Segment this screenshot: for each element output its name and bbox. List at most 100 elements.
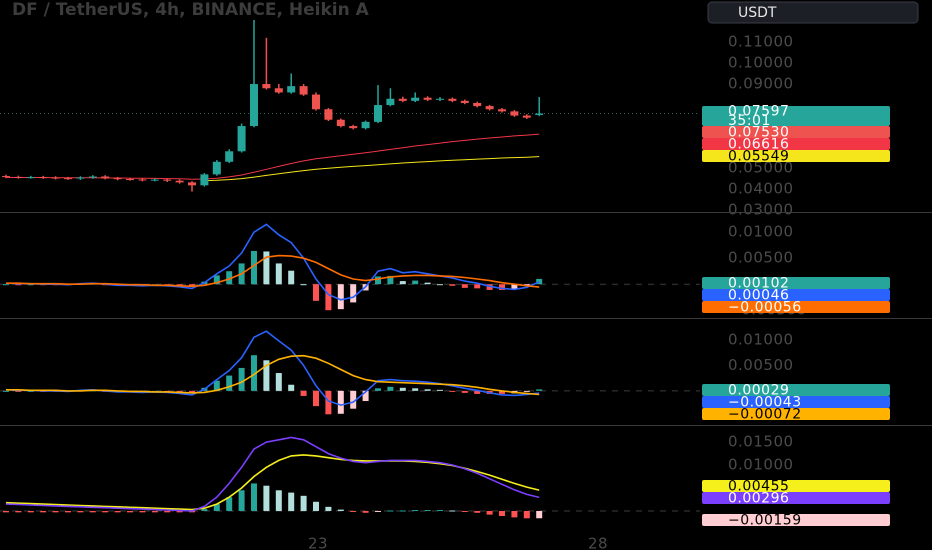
histogram-bar <box>226 497 233 511</box>
histogram-bar <box>263 251 270 285</box>
histogram-bar <box>263 485 270 511</box>
candle-body <box>175 180 184 183</box>
histogram-last-label: 0.00102 <box>728 276 789 292</box>
y-tick-label: 0.11000 <box>728 33 794 51</box>
line-last-label-bg <box>702 408 890 420</box>
candle-body <box>510 111 519 116</box>
histogram-bar <box>15 510 22 513</box>
histogram-bar <box>399 510 406 512</box>
histogram-bar <box>536 278 543 285</box>
candle-body <box>274 88 283 93</box>
histogram-bar <box>238 490 245 511</box>
ma-last-label: 0.05549 <box>728 149 789 165</box>
candle-body <box>88 176 97 178</box>
histogram-bar <box>412 388 419 391</box>
candle-body <box>324 109 333 120</box>
histogram-bar <box>437 389 443 391</box>
histogram-bar <box>362 390 369 402</box>
histogram-bar <box>40 510 47 513</box>
candle-body <box>39 177 48 179</box>
histogram-bar <box>164 510 171 513</box>
ma-last-label: 0.06616 <box>728 137 789 153</box>
histogram-bar <box>288 492 295 511</box>
candle-body <box>436 98 444 100</box>
histogram-bar <box>288 384 295 391</box>
histogram-bar <box>275 373 282 391</box>
line-last-label-bg <box>702 480 890 492</box>
histogram-bar <box>449 390 456 392</box>
candle-body <box>150 179 159 181</box>
histogram-bar <box>350 390 357 409</box>
histogram-bar <box>437 284 443 286</box>
histogram-bar <box>474 284 481 289</box>
candle-body <box>138 179 147 181</box>
x-tick-label: 28 <box>588 535 608 550</box>
candle-body <box>485 106 494 110</box>
histogram-bar <box>127 510 133 513</box>
histogram-bar <box>65 510 71 513</box>
histogram-bar <box>325 506 332 511</box>
histogram-bar <box>350 284 357 303</box>
open-price-label: 0.07530 <box>728 125 789 141</box>
candle-body <box>188 182 196 186</box>
indicator-line <box>6 354 540 396</box>
candle-body <box>250 84 258 127</box>
candle-body <box>2 176 10 178</box>
histogram-bar <box>437 510 443 512</box>
candle-body <box>237 126 246 152</box>
histogram-bar <box>536 510 543 519</box>
histogram-bar <box>412 510 419 512</box>
candle-body <box>460 100 469 103</box>
histogram-bar <box>89 510 96 513</box>
histogram-bar <box>275 490 282 511</box>
histogram-bar <box>176 390 183 392</box>
candle-body <box>411 97 420 101</box>
histogram-bar <box>461 390 468 393</box>
histogram-bar <box>300 495 307 511</box>
histogram-last-label-bg <box>702 384 890 396</box>
candle-body <box>448 98 457 101</box>
currency-button-label[interactable]: USDT <box>738 5 777 21</box>
histogram-bar <box>102 510 109 513</box>
countdown: 35:01 <box>728 113 771 129</box>
histogram-bar <box>213 380 220 391</box>
candle-body <box>51 177 60 179</box>
histogram-bar <box>27 390 34 392</box>
histogram-bar <box>424 282 431 285</box>
histogram-bar <box>176 284 183 286</box>
histogram-bar <box>474 390 481 394</box>
candle-body <box>386 98 395 106</box>
currency-button[interactable] <box>707 1 919 24</box>
line-last-label: 0.00296 <box>728 491 789 507</box>
histogram-bar <box>15 390 22 392</box>
candle-body <box>498 109 506 112</box>
line-last-label: −0.00043 <box>728 395 802 411</box>
histogram-bar <box>375 510 381 512</box>
histogram-bar <box>3 284 9 286</box>
histogram-bar <box>337 284 344 310</box>
histogram-bar <box>387 386 394 391</box>
candle-body <box>225 151 234 162</box>
histogram-bar <box>449 284 456 286</box>
line-last-label-bg <box>702 289 890 301</box>
histogram-bar <box>474 510 481 513</box>
line-last-label-bg <box>702 301 890 313</box>
histogram-bar <box>300 390 307 396</box>
histogram-bar <box>213 504 220 511</box>
y-tick-label: 0.01000 <box>728 223 794 241</box>
histogram-bar <box>449 510 456 512</box>
candle-body <box>101 176 110 179</box>
histogram-bar <box>511 284 518 290</box>
histogram-bar <box>251 483 257 511</box>
candle-body <box>336 119 345 127</box>
histogram-bar <box>238 367 245 391</box>
line-last-label-bg <box>702 492 890 504</box>
histogram-bar <box>325 390 332 415</box>
histogram-last-label: −0.00159 <box>728 513 802 529</box>
y-tick-label: 0.09000 <box>728 75 794 93</box>
y-tick-label: 0.10000 <box>728 54 794 72</box>
ma-last-label-bg <box>702 150 890 162</box>
